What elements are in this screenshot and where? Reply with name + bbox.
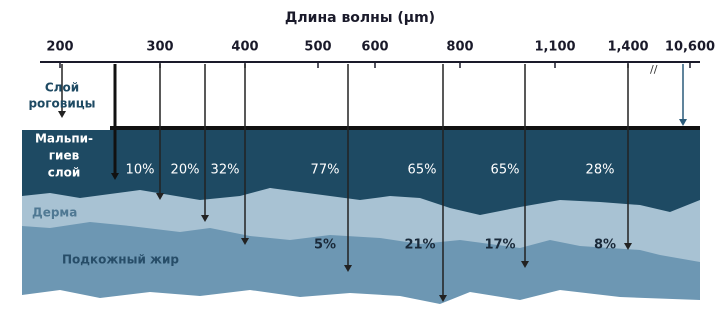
percentage: 8% — [594, 238, 616, 253]
percentage: 65% — [491, 163, 520, 178]
tick-label: 400 — [231, 40, 258, 55]
axis-break: // — [650, 63, 658, 76]
layer-label: слой — [48, 166, 81, 180]
tick-label: 10,600 — [665, 40, 715, 55]
percentage: 10% — [126, 163, 155, 178]
layer-label: Слой — [45, 81, 79, 95]
arrow-head — [679, 119, 687, 126]
tick-label: 200 — [46, 40, 73, 55]
layer-label: роговицы — [28, 97, 95, 111]
layer-label: гиев — [49, 149, 80, 163]
percentage: 65% — [408, 163, 437, 178]
percentage: 32% — [211, 163, 240, 178]
tick-label: 800 — [446, 40, 473, 55]
tick-label: 300 — [146, 40, 173, 55]
tick-label: 500 — [304, 40, 331, 55]
diagram: // Длина волны (µm) 200 300 400 500 600 800 1,… — [0, 0, 720, 315]
percentage: 17% — [484, 238, 515, 253]
layer-label: Дерма — [32, 206, 77, 220]
percentage: 5% — [314, 238, 336, 253]
tick-label: 600 — [361, 40, 388, 55]
tick-label: 1,400 — [607, 40, 648, 55]
tick-label: 1,100 — [534, 40, 575, 55]
percentage: 20% — [171, 163, 200, 178]
percentage: 21% — [404, 238, 435, 253]
title: Длина волны (µm) — [285, 10, 435, 26]
arrow-head — [58, 111, 66, 118]
layer-label: Подкожный жир — [62, 253, 179, 267]
layer-label: Мальпи- — [35, 132, 93, 146]
percentage: 28% — [586, 163, 615, 178]
percentage: 77% — [311, 163, 340, 178]
